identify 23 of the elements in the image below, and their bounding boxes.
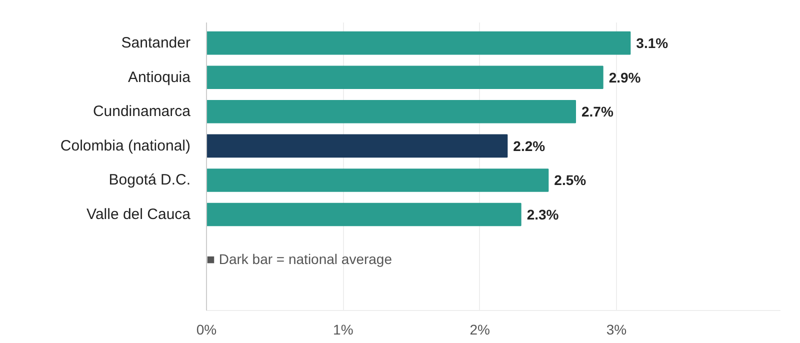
- bar: [206, 100, 576, 124]
- data-label: 2.5%: [554, 172, 587, 188]
- y-tick-label: Colombia (national): [60, 137, 191, 154]
- bar: [206, 31, 631, 55]
- text: ■ Dark bar = national average: [206, 251, 392, 268]
- y-tick-label: Antioquia: [128, 68, 192, 86]
- bar: [206, 168, 549, 192]
- y-tick-label: Bogotá D.C.: [108, 172, 191, 189]
- bar: [206, 66, 604, 89]
- bar: [206, 134, 508, 158]
- y-tick-label: Valle del Cauca: [86, 206, 192, 223]
- x-tick-label: 0%: [196, 322, 217, 338]
- y-tick-label: Santander: [121, 34, 191, 52]
- x-tick-label: 2%: [470, 322, 490, 338]
- data-label: 2.7%: [582, 104, 614, 120]
- data-label: 3.1%: [636, 35, 669, 52]
- data-label: 2.3%: [526, 206, 560, 222]
- x-tick-label: 1%: [333, 322, 354, 338]
- y-tick-label: Cundinamarca: [92, 103, 192, 120]
- data-label: 2.2%: [513, 138, 546, 154]
- bar: [206, 202, 522, 226]
- x-tick-label: 3%: [606, 322, 627, 338]
- data-label: 2.9%: [608, 69, 642, 86]
